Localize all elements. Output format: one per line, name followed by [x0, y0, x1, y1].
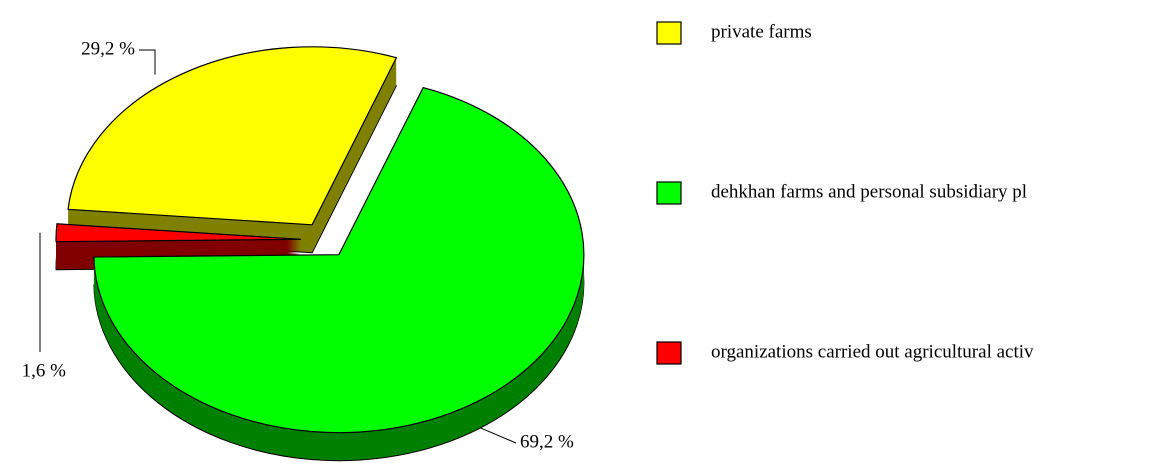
leader-line [480, 427, 517, 444]
legend-label: dehkhan farms and personal subsidiary pl [711, 181, 1027, 202]
legend-swatch [656, 21, 682, 45]
pie-slice [67, 46, 398, 226]
pie-slice [93, 86, 585, 434]
value-label: 69,2 % [520, 431, 574, 452]
leader-line [139, 49, 156, 75]
legend-label: private farms [711, 21, 812, 42]
legend-swatch [656, 181, 682, 205]
value-label: 29,2 % [81, 38, 135, 59]
pie-slice [55, 223, 302, 243]
pie-slice-group [93, 86, 585, 462]
pie-slice-group [67, 46, 398, 254]
value-label: 1,6 % [22, 360, 67, 381]
legend-swatch [656, 341, 682, 365]
legend-label: organizations carried out agricultural a… [711, 341, 1034, 362]
